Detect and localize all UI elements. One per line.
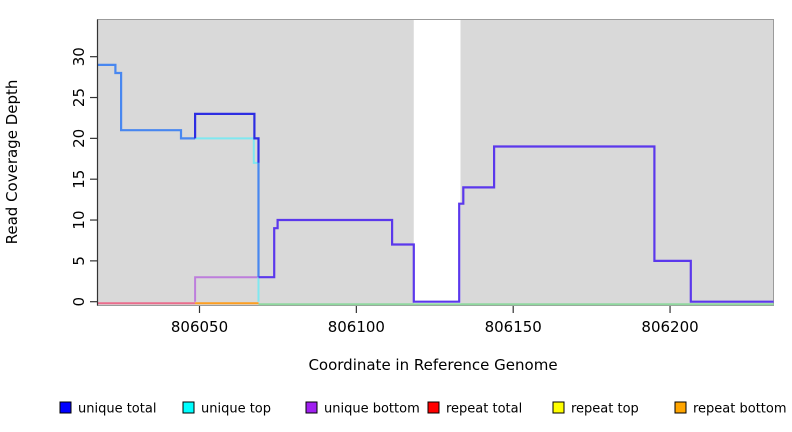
y-tick-label: 5 <box>70 256 88 266</box>
legend-swatch <box>552 401 565 414</box>
coverage-gap-band <box>413 20 461 305</box>
legend-swatch <box>182 401 195 414</box>
legend-item: unique total <box>59 401 156 417</box>
y-tick-label: 30 <box>70 47 88 66</box>
series-line-unique-total-mid <box>194 112 260 163</box>
legend-item: repeat top <box>552 401 639 417</box>
coverage-lines <box>97 63 774 306</box>
y-tick-label: 25 <box>70 88 88 107</box>
legend-item: unique bottom <box>305 401 420 417</box>
legend-item: repeat bottom <box>674 401 787 417</box>
legend-label: unique top <box>201 402 271 417</box>
legend-swatch <box>305 401 318 414</box>
legend-label: repeat bottom <box>693 402 787 417</box>
legend-swatch <box>427 401 440 414</box>
y-tick-label: 15 <box>70 170 88 189</box>
y-tick-label: 20 <box>70 129 88 148</box>
x-axis-title: Coordinate in Reference Genome <box>308 356 557 374</box>
x-tick-label: 806200 <box>641 318 698 336</box>
y-tick-label: 10 <box>70 210 88 229</box>
x-axis: 806050 806100 806150 806200 <box>171 306 699 336</box>
series-line-unique-total-left <box>97 63 196 140</box>
y-tick-label: 0 <box>70 297 88 307</box>
x-tick-label: 806050 <box>171 318 228 336</box>
legend-label: repeat top <box>571 402 639 417</box>
legend-label: unique bottom <box>324 402 420 417</box>
series-line-unique-total-bottom-merge <box>258 145 774 303</box>
x-tick-label: 806150 <box>485 318 542 336</box>
legend-item: unique top <box>182 401 271 417</box>
legend: unique total unique top unique bottom repea… <box>59 401 787 417</box>
gap-band-rect <box>413 20 461 305</box>
y-axis-title: Read Coverage Depth <box>3 80 21 245</box>
legend-swatch <box>59 401 72 414</box>
legend-label: repeat total <box>446 402 522 417</box>
y-axis: 0 5 10 15 20 25 30 <box>70 19 99 307</box>
legend-swatch <box>674 401 687 414</box>
legend-label: unique total <box>78 402 156 417</box>
legend-item: repeat total <box>427 401 522 417</box>
x-tick-label: 806100 <box>328 318 385 336</box>
series-line-unique-bottom-low <box>194 276 259 302</box>
